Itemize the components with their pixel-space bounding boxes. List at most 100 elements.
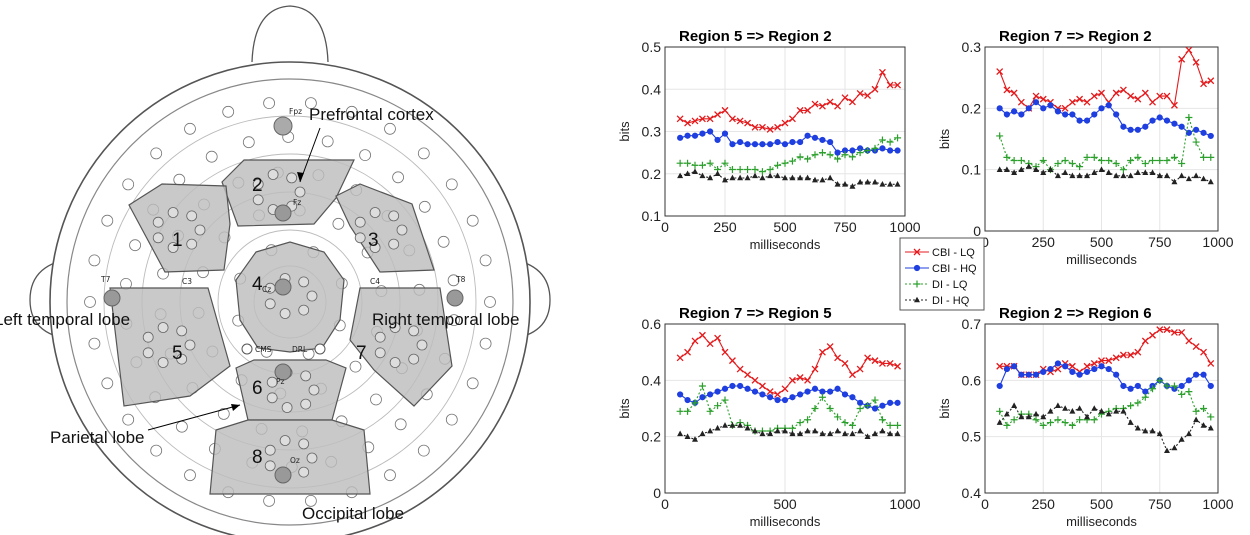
data-point — [1098, 363, 1105, 370]
data-point — [721, 385, 729, 392]
data-point — [1040, 368, 1047, 375]
data-point — [872, 178, 878, 185]
data-point — [707, 427, 714, 434]
electrode — [184, 469, 196, 482]
electrode — [194, 224, 206, 236]
data-point — [722, 176, 728, 183]
data-point — [691, 161, 699, 169]
data-point — [879, 181, 886, 187]
data-point — [1054, 172, 1061, 179]
data-point — [691, 337, 699, 345]
data-point — [1032, 92, 1040, 100]
data-point — [1127, 351, 1135, 359]
data-point — [1178, 382, 1185, 390]
data-point — [744, 371, 752, 379]
data-point — [751, 388, 759, 395]
data-point — [1003, 166, 1010, 172]
data-point — [684, 433, 691, 439]
data-point — [1149, 385, 1157, 393]
data-point — [684, 407, 692, 415]
x-axis-label: milliseconds — [1066, 252, 1137, 267]
data-point — [1010, 89, 1018, 97]
y-tick-label: 0.2 — [642, 166, 662, 182]
data-point — [774, 396, 781, 404]
data-point — [1200, 153, 1208, 161]
data-point — [1061, 104, 1069, 112]
data-point — [728, 357, 736, 365]
data-point — [826, 405, 834, 412]
x-tick-label: 250 — [713, 219, 737, 235]
y-tick-label: 0.1 — [962, 162, 982, 178]
electrode — [418, 200, 431, 213]
data-point — [1025, 105, 1032, 112]
data-point — [1011, 363, 1018, 370]
data-point — [1200, 371, 1207, 378]
data-point — [759, 430, 766, 437]
data-point — [1061, 419, 1069, 427]
data-point — [1192, 343, 1200, 350]
electrode — [129, 239, 142, 252]
data-point — [1119, 166, 1127, 174]
data-point — [1163, 117, 1171, 124]
electrode — [88, 337, 101, 350]
data-point — [1076, 163, 1084, 171]
electrode — [263, 494, 276, 507]
data-point — [758, 123, 766, 131]
data-point — [818, 348, 826, 356]
electrode — [445, 413, 458, 426]
data-point — [1127, 385, 1134, 392]
data-point — [788, 157, 796, 165]
data-point — [691, 399, 699, 407]
electrode — [281, 402, 293, 413]
data-point — [1069, 172, 1076, 179]
data-point — [857, 427, 864, 434]
data-point — [1207, 77, 1215, 85]
data-point — [677, 391, 684, 398]
data-point — [841, 94, 849, 102]
series-line — [679, 334, 898, 396]
data-point — [728, 115, 736, 123]
data-point — [1185, 388, 1193, 396]
chart-title: Region 5 => Region 2 — [679, 28, 832, 45]
data-point — [781, 385, 789, 393]
electrode — [298, 438, 310, 450]
data-point — [714, 334, 722, 342]
data-point — [1025, 163, 1032, 169]
chart-title: Region 7 => Region 2 — [999, 28, 1152, 45]
data-point — [1134, 95, 1142, 103]
legend-label: CBI - LQ — [932, 247, 975, 259]
data-point — [1113, 408, 1120, 414]
data-point — [871, 144, 879, 152]
data-point — [759, 391, 766, 398]
data-point — [1192, 138, 1200, 146]
data-point — [1185, 377, 1192, 384]
data-point — [811, 100, 819, 108]
electrode — [264, 444, 276, 456]
chart-panel: 0 250 500 750 1000 0.4 0.5 0.6 0.7 Region 2 => Re… — [937, 305, 1234, 529]
data-point — [1091, 405, 1098, 411]
y-tick-label: 0.1 — [642, 208, 662, 224]
data-point — [1098, 156, 1105, 164]
data-point — [1119, 351, 1127, 359]
data-point — [842, 430, 848, 437]
series-line — [680, 384, 898, 432]
data-point — [1142, 169, 1149, 176]
x-tick-label: 750 — [833, 219, 857, 235]
electrode — [445, 178, 458, 191]
electrode — [306, 452, 318, 464]
data-point — [864, 178, 871, 185]
data-point — [1193, 416, 1200, 423]
data-point — [849, 147, 856, 154]
data-point — [1105, 365, 1112, 373]
x-tick-label: 500 — [1090, 234, 1114, 250]
data-point — [894, 81, 902, 89]
series-line — [999, 379, 1212, 427]
x-tick-label: 1000 — [1202, 496, 1233, 512]
data-point — [758, 382, 766, 390]
data-point — [1076, 416, 1084, 424]
data-point — [789, 394, 796, 401]
data-point — [789, 430, 796, 437]
data-point — [1039, 156, 1047, 164]
data-point — [834, 102, 842, 110]
